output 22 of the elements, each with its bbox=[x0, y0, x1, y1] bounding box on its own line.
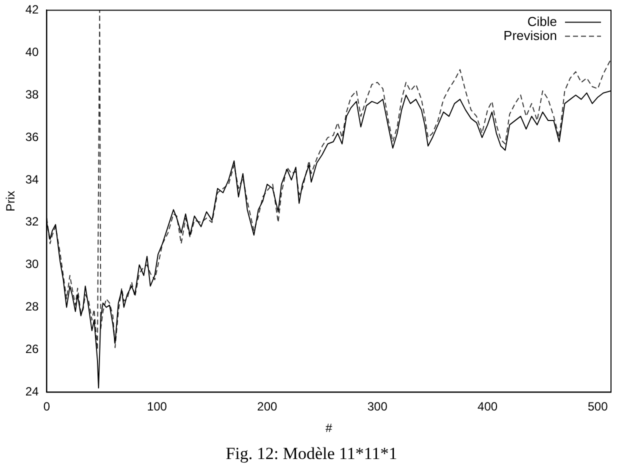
legend-label: Prevision bbox=[504, 28, 557, 43]
y-tick-label: 40 bbox=[25, 44, 40, 59]
legend-label: Cible bbox=[527, 14, 557, 29]
x-axis-title: # bbox=[326, 421, 333, 436]
x-tick-label: 400 bbox=[478, 400, 498, 414]
line-series bbox=[46, 10, 611, 350]
x-tick-label: 0 bbox=[43, 400, 50, 414]
y-tick-label: 30 bbox=[25, 257, 40, 272]
y-tick-label: 26 bbox=[25, 342, 40, 356]
y-tick-label: 38 bbox=[25, 87, 40, 102]
y-tick-label: 34 bbox=[25, 172, 40, 186]
y-tick-label: 24 bbox=[25, 384, 40, 399]
x-tick-label: 200 bbox=[257, 400, 278, 414]
y-tick-label: 42 bbox=[25, 2, 40, 17]
x-tick-label: 100 bbox=[146, 400, 168, 414]
y-tick-label: 36 bbox=[25, 130, 40, 144]
x-tick-label: 300 bbox=[367, 400, 388, 414]
y-tick-label: 32 bbox=[25, 214, 40, 229]
y-tick-label: 28 bbox=[25, 300, 40, 314]
x-tick-label: 500 bbox=[588, 400, 608, 414]
caption: Fig. 12: Modèle 11*11*1 bbox=[224, 444, 398, 464]
y-axis-title: Prix bbox=[4, 190, 18, 212]
